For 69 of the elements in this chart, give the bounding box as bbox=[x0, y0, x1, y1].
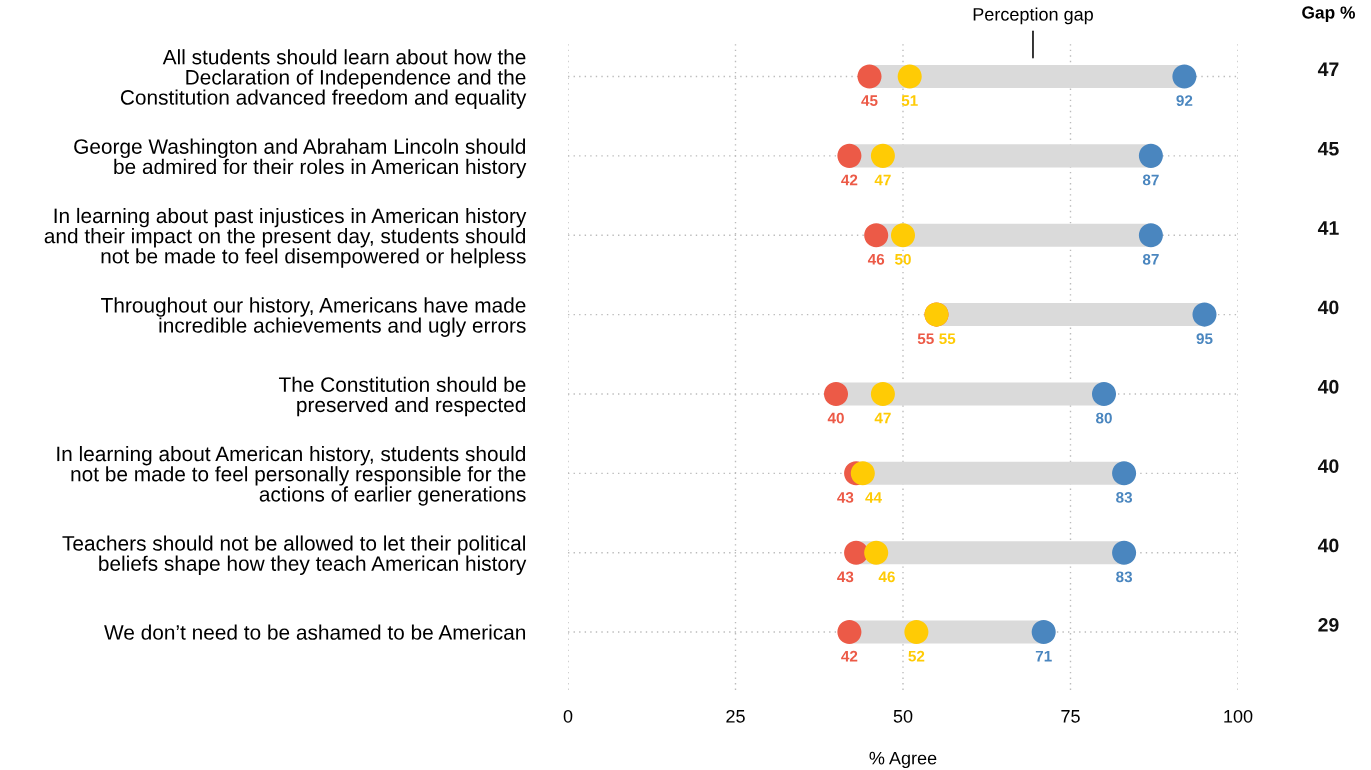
point bbox=[864, 540, 889, 565]
y-tick-label: Throughout our history, Americans have made incredible achievements and ugly errors bbox=[101, 297, 526, 337]
point bbox=[870, 381, 895, 406]
point bbox=[844, 540, 869, 565]
data-label: 40 bbox=[1317, 300, 1339, 315]
data-label: 29 bbox=[1318, 617, 1339, 632]
data-label: 43 bbox=[837, 571, 854, 583]
point bbox=[823, 381, 849, 406]
point bbox=[1112, 461, 1137, 486]
x-tick-label: 25 bbox=[726, 709, 745, 723]
data-label: 44 bbox=[865, 492, 882, 503]
data-label: 46 bbox=[867, 253, 885, 265]
data-label: 80 bbox=[1095, 412, 1112, 424]
data-label: 42 bbox=[841, 174, 858, 186]
data-label: 47 bbox=[874, 412, 891, 424]
x-tick-label: 100 bbox=[1224, 709, 1253, 723]
data-label: 43 bbox=[837, 492, 854, 503]
y-tick-label: We don’t need to be ashamed to be American bbox=[104, 624, 526, 640]
text: Gap % bbox=[1302, 6, 1356, 23]
data-label: 40 bbox=[827, 412, 844, 424]
point bbox=[837, 620, 862, 645]
point bbox=[1091, 381, 1117, 406]
data-label: 40 bbox=[1317, 459, 1339, 473]
y-tick-label: In learning about American history, students should not be made to feel personally responsible for the actions of earlier generations bbox=[57, 445, 526, 506]
point bbox=[870, 143, 895, 168]
data-label: 45 bbox=[861, 95, 878, 107]
point bbox=[837, 143, 862, 168]
x-axis-title: % Agree bbox=[869, 751, 937, 769]
data-label: 41 bbox=[1317, 221, 1339, 235]
y-tick-label: George Washington and Abraham Lincoln should be admired for their roles in American history bbox=[74, 138, 527, 179]
data-label: 95 bbox=[1196, 333, 1213, 345]
point bbox=[864, 223, 889, 248]
data-label: 47 bbox=[1317, 62, 1339, 76]
text: Perception gap bbox=[973, 7, 1093, 25]
point bbox=[890, 223, 916, 248]
x-tick-label: 0 bbox=[563, 709, 573, 723]
data-label: 83 bbox=[1116, 492, 1133, 503]
point bbox=[1031, 620, 1056, 645]
data-label: 52 bbox=[908, 650, 925, 662]
data-label: 50 bbox=[894, 253, 911, 265]
point bbox=[1138, 223, 1163, 248]
point bbox=[897, 64, 922, 89]
x-tick-label: 50 bbox=[893, 709, 913, 723]
data-label: 40 bbox=[1317, 379, 1339, 394]
data-label: 55 bbox=[939, 333, 956, 345]
point bbox=[850, 461, 875, 486]
data-label: 40 bbox=[1317, 538, 1339, 553]
data-label: 47 bbox=[874, 174, 891, 186]
point bbox=[1192, 302, 1217, 327]
data-label: 51 bbox=[901, 95, 918, 107]
point bbox=[904, 620, 929, 645]
data-label: 87 bbox=[1142, 253, 1159, 265]
point bbox=[1112, 540, 1137, 565]
data-label: 55 bbox=[917, 333, 934, 345]
y-tick-label: In learning about past injustices in American history and their impact on the present day, students should not be made to feel disempowered or helpless bbox=[44, 207, 527, 268]
data-label: 92 bbox=[1176, 95, 1193, 107]
data-label: 71 bbox=[1035, 650, 1052, 662]
x-tick-label: 75 bbox=[1061, 710, 1080, 723]
data-label: 45 bbox=[1317, 141, 1339, 156]
y-tick-label: All students should learn about how the Declaration of Independence and the Constitution advanced freedom and equality bbox=[120, 49, 527, 109]
point bbox=[1172, 64, 1197, 89]
y-tick-label: Teachers should not be allowed to let their political beliefs shape how they teach American history bbox=[62, 535, 527, 576]
point bbox=[1138, 143, 1163, 168]
data-label: 42 bbox=[841, 650, 858, 662]
data-label: 46 bbox=[878, 571, 895, 583]
data-label: 83 bbox=[1116, 571, 1133, 583]
y-tick-label: The Constitution should be preserved and respected bbox=[278, 376, 526, 417]
point bbox=[857, 64, 882, 89]
data-label: 87 bbox=[1142, 174, 1159, 186]
